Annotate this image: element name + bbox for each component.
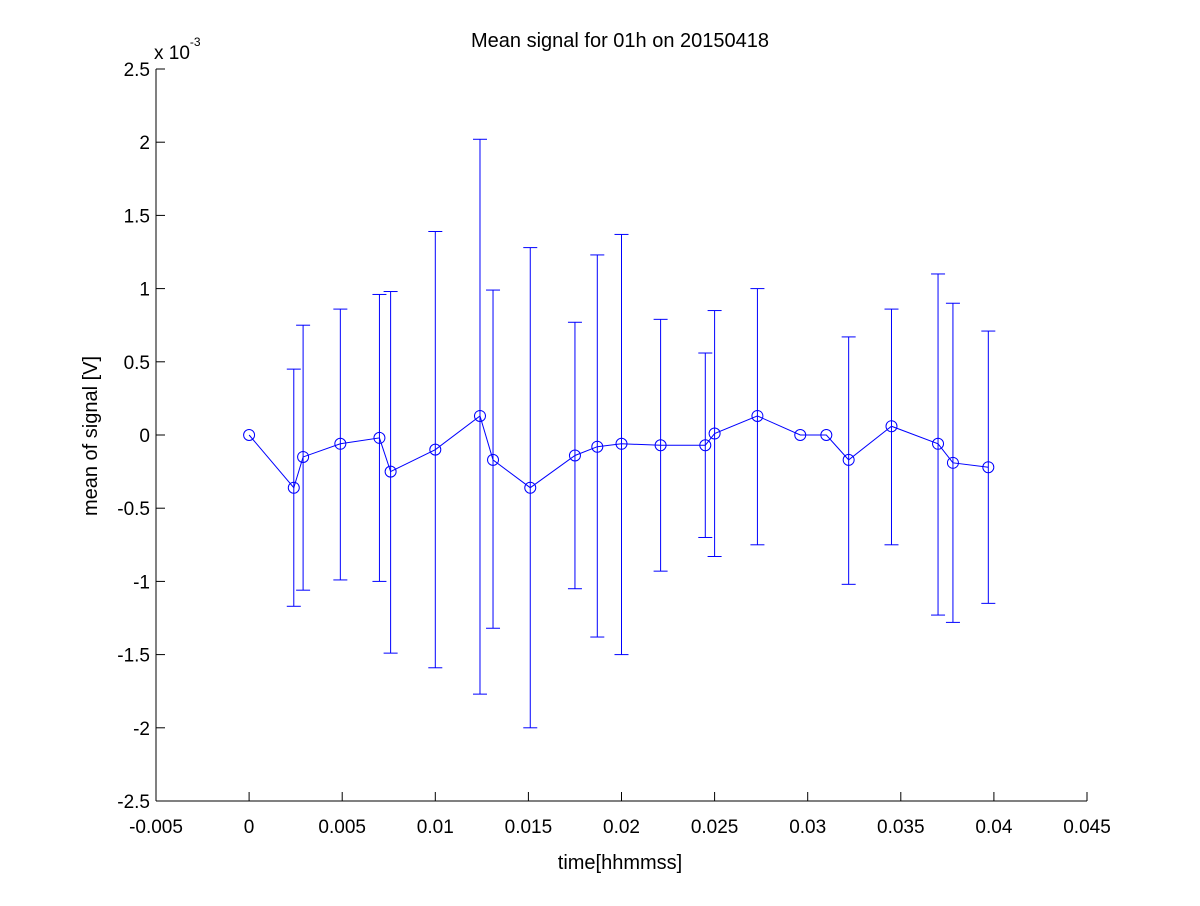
x-tick-label: 0.015 [505,817,553,838]
x-tick-label: 0.025 [691,817,739,838]
x-tick-label: 0.005 [318,817,366,838]
data-point-marker [885,420,898,433]
data-point-marker [654,439,667,452]
data-point-marker [699,439,712,452]
data-point-marker [568,449,581,462]
y-tick-label: -1.5 [117,646,150,667]
x-tick-label: 0.045 [1063,817,1111,838]
y-tick-label: -2.5 [117,792,150,813]
data-point-marker [473,409,486,422]
y-axis-exponent-base: x 10 [154,43,190,64]
y-tick-label: -2 [133,719,150,740]
y-tick-label: 2 [139,133,150,154]
data-point-marker [708,427,721,440]
data-point-marker [820,429,833,441]
data-point-marker [591,440,604,453]
data-point-marker [384,465,397,478]
x-tick-label: 0.04 [975,817,1012,838]
series-line [248,415,989,489]
y-axis-exponent-label: x 10-3 [154,35,201,64]
series-line-group [248,415,989,489]
y-axis-exponent-power: -3 [190,35,201,49]
data-point-marker [243,429,256,441]
data-point-marker [287,481,300,494]
data-point-marker [794,429,807,441]
x-tick-label: -0.005 [129,817,183,838]
data-point-marker [615,437,628,450]
x-axis-ticks: -0.005 0 0.005 0.01 0.015 0.02 0.025 0.03 0.035 0… [129,792,1111,838]
data-point-marker [334,437,347,450]
y-tick-label: 0 [139,426,150,447]
y-tick-label: 0.5 [124,353,150,374]
data-point-marker [751,409,764,422]
y-axis-ticks: -2.5 -2 -1.5 -1 -0.5 0 0.5 1 1.5 2 2.5 [117,60,165,813]
data-point-marker [932,437,945,450]
y-tick-label: 2.5 [124,60,150,81]
y-tick-label: 1.5 [124,206,150,227]
y-axis-title: mean of signal [V] [80,356,102,516]
data-point-marker [524,481,537,494]
x-tick-label: 0.01 [417,817,454,838]
y-tick-label: 1 [139,280,150,301]
chart-title: Mean signal for 01h on 20150418 [471,30,769,52]
data-point-marker [429,443,442,456]
x-tick-label: 0.02 [603,817,640,838]
data-point-marker [487,453,500,466]
data-point-marker [297,450,310,463]
data-markers [243,409,995,494]
y-tick-label: -1 [133,572,150,593]
x-axis-title: time[hhmmss] [558,852,682,874]
data-point-marker [373,431,386,444]
x-tick-label: 0.035 [877,817,925,838]
data-point-marker [946,456,959,469]
y-tick-label: -0.5 [117,499,150,520]
data-point-marker [842,453,855,466]
data-point-marker [982,461,995,474]
x-tick-label: 0 [244,817,255,838]
x-tick-label: 0.03 [789,817,826,838]
